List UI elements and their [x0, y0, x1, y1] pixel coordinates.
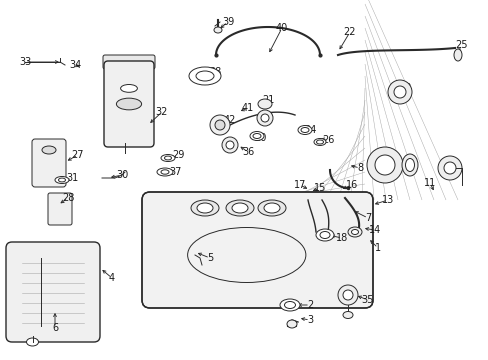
- Ellipse shape: [116, 98, 142, 110]
- Text: 7: 7: [364, 213, 370, 223]
- Text: 1: 1: [374, 243, 380, 253]
- Ellipse shape: [280, 299, 299, 311]
- Ellipse shape: [161, 170, 169, 174]
- Text: 25: 25: [455, 40, 468, 50]
- Text: 28: 28: [61, 193, 74, 203]
- FancyBboxPatch shape: [103, 55, 155, 69]
- Text: 40: 40: [275, 23, 287, 33]
- Circle shape: [209, 115, 229, 135]
- Text: 11: 11: [423, 178, 435, 188]
- Ellipse shape: [351, 230, 358, 234]
- Text: 27: 27: [72, 150, 84, 160]
- Text: 21: 21: [261, 95, 274, 105]
- Circle shape: [366, 147, 402, 183]
- FancyBboxPatch shape: [48, 193, 72, 225]
- Text: 38: 38: [208, 67, 221, 77]
- Text: 8: 8: [356, 163, 362, 173]
- Text: 3: 3: [306, 315, 312, 325]
- Text: 42: 42: [224, 115, 236, 125]
- Ellipse shape: [342, 311, 352, 319]
- Text: 9: 9: [381, 160, 387, 170]
- Ellipse shape: [231, 203, 247, 213]
- Circle shape: [215, 120, 224, 130]
- Text: 15: 15: [313, 183, 325, 193]
- Ellipse shape: [301, 127, 308, 132]
- Ellipse shape: [161, 154, 175, 162]
- Ellipse shape: [316, 140, 323, 144]
- Ellipse shape: [319, 231, 329, 239]
- Text: 37: 37: [168, 167, 181, 177]
- Text: 2: 2: [306, 300, 312, 310]
- Ellipse shape: [264, 203, 280, 213]
- Circle shape: [222, 137, 238, 153]
- Text: 35: 35: [361, 295, 373, 305]
- Text: 5: 5: [206, 253, 213, 263]
- Circle shape: [443, 162, 455, 174]
- Ellipse shape: [284, 302, 295, 309]
- Ellipse shape: [258, 200, 285, 216]
- Text: 36: 36: [242, 147, 254, 157]
- Ellipse shape: [164, 156, 171, 160]
- Ellipse shape: [55, 176, 69, 184]
- Text: 24: 24: [303, 125, 316, 135]
- Text: 33: 33: [19, 57, 31, 67]
- FancyBboxPatch shape: [104, 61, 154, 147]
- Text: 39: 39: [222, 17, 234, 27]
- Ellipse shape: [249, 131, 264, 140]
- Ellipse shape: [258, 99, 271, 109]
- Text: 31: 31: [66, 173, 78, 183]
- Ellipse shape: [121, 85, 137, 92]
- Ellipse shape: [196, 71, 214, 81]
- Text: 12: 12: [448, 160, 460, 170]
- Text: 26: 26: [321, 135, 333, 145]
- Text: 10: 10: [401, 160, 413, 170]
- Text: 18: 18: [335, 233, 347, 243]
- Ellipse shape: [189, 67, 221, 85]
- Ellipse shape: [405, 158, 414, 171]
- Circle shape: [387, 80, 411, 104]
- Text: 41: 41: [242, 103, 254, 113]
- Ellipse shape: [313, 139, 325, 145]
- Circle shape: [261, 114, 268, 122]
- Ellipse shape: [26, 338, 39, 346]
- Circle shape: [337, 285, 357, 305]
- Text: 13: 13: [381, 195, 393, 205]
- Circle shape: [342, 290, 352, 300]
- Text: 32: 32: [156, 107, 168, 117]
- Ellipse shape: [157, 168, 173, 176]
- Text: 14: 14: [368, 225, 380, 235]
- Ellipse shape: [347, 227, 361, 237]
- FancyBboxPatch shape: [142, 192, 372, 308]
- Text: 34: 34: [69, 60, 81, 70]
- FancyBboxPatch shape: [32, 139, 66, 187]
- Text: 19: 19: [262, 113, 274, 123]
- Text: 20: 20: [253, 133, 265, 143]
- Text: 17: 17: [293, 180, 305, 190]
- FancyBboxPatch shape: [6, 242, 100, 342]
- Ellipse shape: [401, 154, 417, 176]
- Circle shape: [374, 155, 394, 175]
- Ellipse shape: [225, 200, 253, 216]
- Ellipse shape: [252, 134, 261, 139]
- Ellipse shape: [286, 320, 296, 328]
- Ellipse shape: [315, 229, 333, 241]
- Circle shape: [225, 141, 234, 149]
- Circle shape: [257, 110, 272, 126]
- Ellipse shape: [214, 27, 222, 33]
- Circle shape: [393, 86, 405, 98]
- Text: 4: 4: [109, 273, 115, 283]
- Ellipse shape: [297, 126, 311, 135]
- Circle shape: [437, 156, 461, 180]
- Ellipse shape: [453, 49, 461, 61]
- Text: 23: 23: [398, 83, 410, 93]
- Ellipse shape: [191, 200, 219, 216]
- Text: 22: 22: [343, 27, 356, 37]
- Text: 16: 16: [345, 180, 357, 190]
- Text: 6: 6: [52, 323, 58, 333]
- Ellipse shape: [42, 146, 56, 154]
- Ellipse shape: [197, 203, 213, 213]
- Ellipse shape: [59, 178, 65, 182]
- Text: 29: 29: [171, 150, 184, 160]
- Text: 30: 30: [116, 170, 128, 180]
